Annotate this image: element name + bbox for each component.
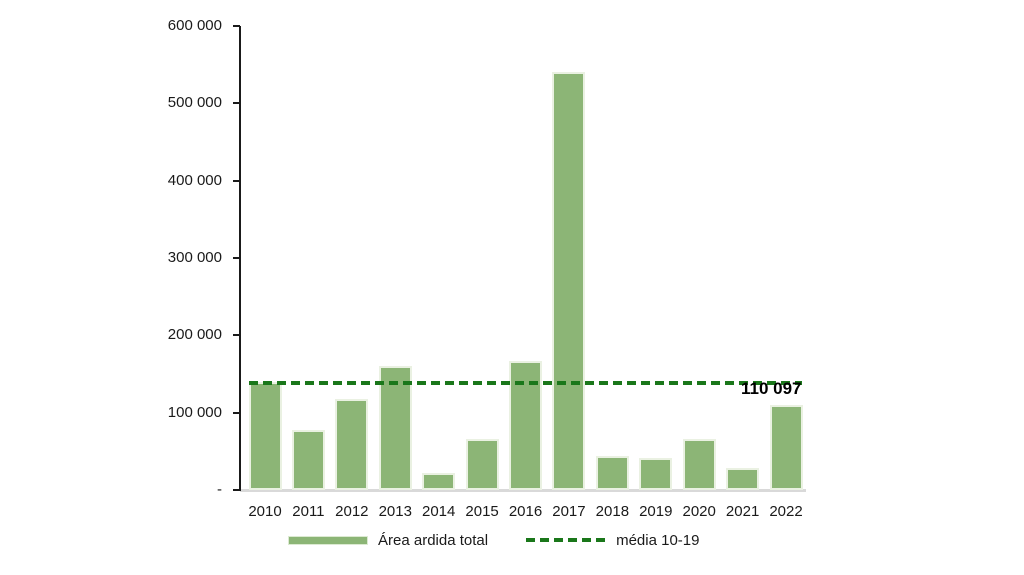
legend-label-media-10-19: média 10-19	[616, 531, 700, 549]
bar-2020	[682, 438, 716, 490]
y-axis-tick	[233, 411, 240, 414]
y-axis-tick	[233, 179, 240, 182]
y-axis-tick	[233, 489, 240, 491]
y-axis-tick	[233, 334, 240, 337]
legend-dashed-line-icon	[526, 538, 609, 542]
x-axis-label-2021: 2021	[725, 503, 760, 520]
x-axis-label-2012: 2012	[335, 503, 369, 520]
y-axis-tick	[233, 25, 240, 27]
x-axis-label-2017: 2017	[552, 503, 586, 520]
x-axis-label-2019: 2019	[639, 503, 673, 520]
y-axis-tick	[233, 102, 240, 105]
media-10-19-reference-line	[248, 380, 802, 385]
y-axis-line	[239, 26, 241, 491]
bar-2014	[422, 472, 456, 490]
y-axis-tick-label: 300 000	[167, 249, 222, 266]
x-axis-label-2018: 2018	[595, 503, 630, 520]
y-axis-tick-label: 400 000	[167, 171, 222, 189]
data-label-2022: 110 097	[741, 378, 802, 398]
x-axis-label-2020: 2020	[682, 503, 716, 520]
x-axis-label-2015: 2015	[465, 503, 499, 520]
bar-2022	[769, 404, 803, 490]
x-axis-label-2016: 2016	[508, 503, 543, 520]
bar-2015	[465, 438, 499, 490]
x-axis-label-2013: 2013	[378, 503, 412, 520]
x-axis-label-2022: 2022	[769, 503, 803, 520]
x-axis-label-2011: 2011	[292, 503, 325, 520]
legend-bar-swatch-icon	[288, 535, 368, 545]
x-axis-baseline	[240, 489, 806, 492]
x-axis-label-2014: 2014	[421, 503, 456, 520]
x-axis-label-2010: 2010	[248, 503, 282, 520]
legend-label-area-ardida: Área ardida total	[378, 531, 489, 549]
y-axis-tick-label: 500 000	[167, 94, 222, 112]
y-axis-tick-label: 600 000	[167, 17, 222, 34]
y-axis-tick-label: -	[217, 481, 222, 498]
y-axis-tick	[233, 257, 240, 259]
bar-2013	[378, 366, 412, 490]
bar-2019	[639, 458, 673, 490]
legend: Área ardida total média 10-19	[288, 531, 699, 549]
legend-spacer	[488, 540, 526, 541]
bar-2011	[291, 430, 325, 490]
bar-2018	[595, 455, 629, 490]
y-axis-tick-label: 100 000	[167, 403, 222, 421]
bar-2017	[552, 72, 586, 490]
bar-2010	[248, 381, 282, 490]
bar-2021	[726, 468, 760, 490]
y-axis-tick-label: 200 000	[167, 326, 222, 344]
bar-2012	[335, 398, 369, 490]
